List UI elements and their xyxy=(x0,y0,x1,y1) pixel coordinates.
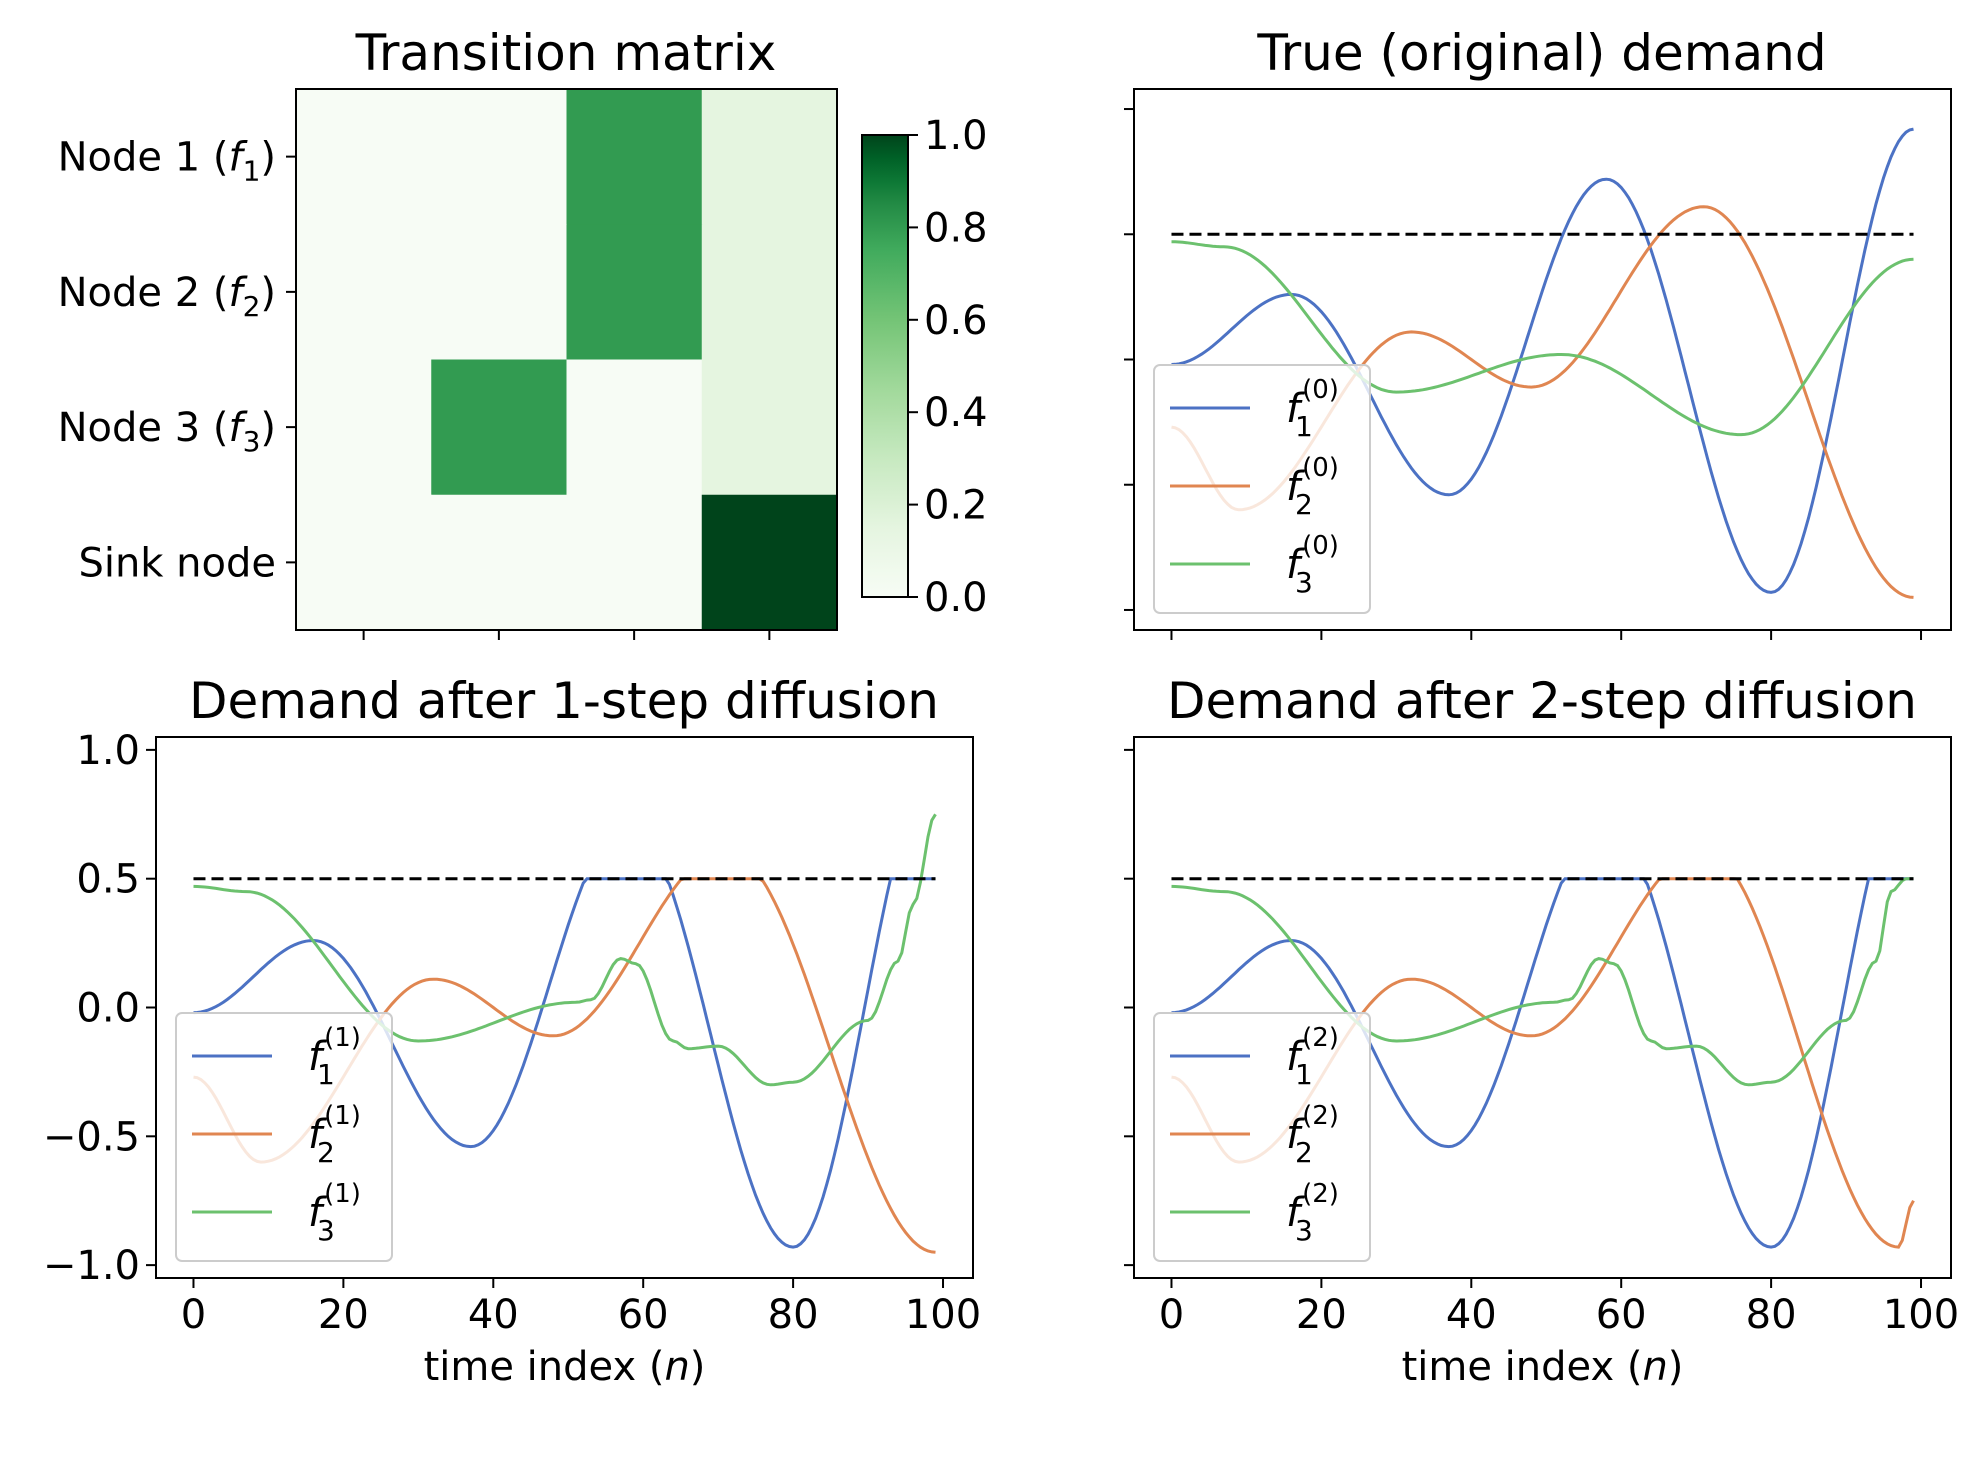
x-tick-label: 100 xyxy=(1883,1292,1959,1338)
legend-label-f3: f(0) 3 xyxy=(1286,531,1339,599)
heatmap-cell-r2-c4 xyxy=(701,224,838,360)
x-tick-label: 0 xyxy=(1159,1292,1184,1338)
legend: f(0) 1f(0) 2f(0) 3 xyxy=(1153,364,1371,614)
colorbar-tick-label: 1.0 xyxy=(924,113,988,159)
heatmap-row-label: Node 2 (f2) xyxy=(58,270,276,323)
x-tick-label: 40 xyxy=(468,1292,519,1338)
colorbar-tick-label: 0.6 xyxy=(924,298,988,344)
legend-label-f2: f(0) 2 xyxy=(1286,453,1339,521)
colorbar-tick-label: 0.0 xyxy=(924,575,988,621)
heatmap-row-label: Node 3 (f3) xyxy=(58,405,276,458)
colorbar-tick-label: 0.2 xyxy=(924,483,988,529)
heatmap-cell-r2-c2 xyxy=(431,224,567,360)
heatmap-cells xyxy=(296,89,838,631)
x-tick-label: 0 xyxy=(181,1292,206,1338)
y-tick-label: −1.0 xyxy=(43,1243,140,1289)
heatmap-cell-r2-c1 xyxy=(296,224,432,360)
series-line-f1 xyxy=(1171,127,1914,594)
true-demand-title: True (original) demand xyxy=(1256,24,1826,82)
heatmap-frame xyxy=(295,88,838,631)
heatmap-cell-r3-c2 xyxy=(431,359,567,496)
colorbar-gradient xyxy=(861,134,909,598)
y-tick-label: −0.5 xyxy=(43,1114,140,1160)
y-tick-label: 0.5 xyxy=(76,857,140,903)
heatmap-cell-r3-c3 xyxy=(566,359,703,496)
one-step-title: Demand after 1-step diffusion xyxy=(189,672,939,730)
heatmap-cell-r4-c3 xyxy=(566,494,703,631)
x-tick-label: 60 xyxy=(618,1292,669,1338)
colorbar: 0.0 0.2 0.4 0.6 0.8 1.0 xyxy=(861,113,988,621)
x-axis-label: time index (n) xyxy=(424,1344,706,1390)
two-step-panel: Demand after 2-step diffusion 0 20 40 60 80 1… xyxy=(1124,672,1959,1390)
legend-box xyxy=(175,1012,393,1262)
axes-frame xyxy=(1133,88,1952,631)
x-tick-label: 80 xyxy=(1746,1292,1797,1338)
y-tick-label: 0.0 xyxy=(76,986,140,1032)
legend: f(1) 1f(1) 2f(1) 3 xyxy=(175,1012,393,1262)
one-step-panel: Demand after 1-step diffusion 0 20 40 60 80 1… xyxy=(43,672,981,1390)
series-line-f1 xyxy=(193,877,936,1249)
heatmap-cell-r1-c3 xyxy=(566,89,703,225)
x-tick-label: 20 xyxy=(318,1292,369,1338)
x-tick-label: 20 xyxy=(1296,1292,1347,1338)
heatmap-cell-r3-c1 xyxy=(296,359,432,496)
legend-box xyxy=(1153,1012,1371,1262)
heatmap-title: Transition matrix xyxy=(355,24,777,82)
x-tick-label: 100 xyxy=(905,1292,981,1338)
heatmap-panel: Transition matrix Node 1 (f1)Node 2 (f2)… xyxy=(58,24,988,640)
heatmap-cell-r4-c2 xyxy=(431,494,567,631)
heatmap-cell-r3-c4 xyxy=(701,359,838,496)
heatmap-cell-r1-c2 xyxy=(431,89,567,225)
colorbar-tick-label: 0.8 xyxy=(924,205,988,251)
y-tick-label: 1.0 xyxy=(76,728,140,774)
heatmap-row-label: Sink node xyxy=(78,540,276,586)
legend-box xyxy=(1153,364,1371,614)
axes-frame xyxy=(155,736,974,1279)
x-tick-label: 40 xyxy=(1446,1292,1497,1338)
series-line-f3 xyxy=(1171,240,1914,437)
heatmap-cell-r2-c3 xyxy=(566,224,703,360)
heatmap-cell-r4-c4 xyxy=(701,494,838,631)
series-line-f1 xyxy=(1171,877,1914,1249)
axes-frame xyxy=(1133,736,1952,1279)
heatmap-cell-r1-c1 xyxy=(296,89,432,225)
colorbar-tick-label: 0.4 xyxy=(924,390,988,436)
x-tick-label: 60 xyxy=(1596,1292,1647,1338)
x-axis-label: time index (n) xyxy=(1402,1344,1684,1390)
series-line-f3 xyxy=(1171,877,1914,1087)
x-tick-label: 80 xyxy=(768,1292,819,1338)
true-demand-panel: True (original) demand f(0) 1f(0) 2f(0) 3 xyxy=(1124,24,1952,640)
heatmap-x-ticks xyxy=(362,630,771,640)
heatmap-cell-r1-c4 xyxy=(701,89,838,225)
two-step-title: Demand after 2-step diffusion xyxy=(1167,672,1917,730)
legend: f(2) 1f(2) 2f(2) 3 xyxy=(1153,1012,1371,1262)
series-line-f3 xyxy=(193,813,937,1087)
heatmap-cell-r4-c1 xyxy=(296,494,432,631)
